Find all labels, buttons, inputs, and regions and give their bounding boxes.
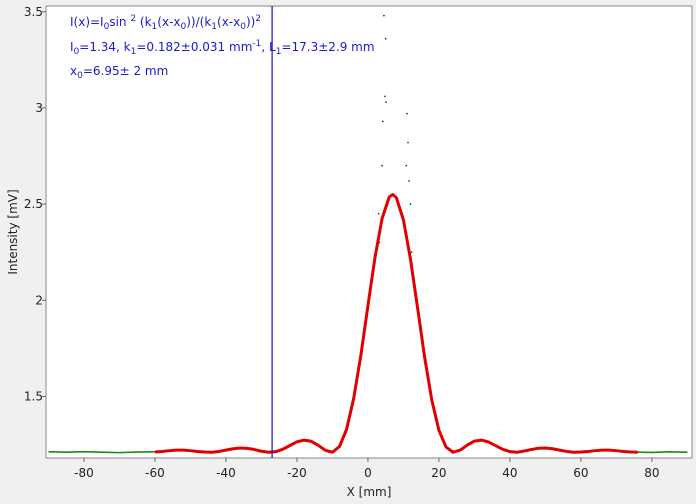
- formula-sub: 1: [152, 22, 158, 32]
- data-point: [385, 101, 387, 104]
- params-sup: -1: [252, 39, 261, 49]
- offset-sub: 0: [77, 71, 83, 81]
- formula-part: )): [246, 15, 255, 29]
- formula-part: (k: [136, 15, 151, 29]
- y-tick-label: 1.5: [24, 389, 43, 403]
- x-tick-label: 80: [644, 466, 659, 480]
- formula-sup: 2: [130, 14, 136, 24]
- formula-part: (x-x: [217, 15, 240, 29]
- y-axis-label: Intensity [mV]: [6, 189, 20, 274]
- x-tick-label: -20: [287, 466, 307, 480]
- formula-sub: 0: [181, 22, 187, 32]
- data-line: [48, 450, 155, 454]
- data-point: [378, 241, 381, 244]
- marks: [48, 6, 688, 458]
- params-sub: 1: [276, 47, 282, 57]
- formula-sub: 0: [104, 22, 110, 32]
- data-point: [410, 251, 413, 254]
- x-tick-label: 0: [364, 466, 372, 480]
- data-point: [408, 180, 411, 182]
- x-tick-label: -60: [145, 466, 165, 480]
- y-tick-label: 2.5: [24, 197, 43, 211]
- x-tick-label: -40: [216, 466, 236, 480]
- params-sub: 0: [74, 47, 80, 57]
- params-sub: 1: [131, 47, 137, 57]
- offset-part: =6.95± 2 mm: [83, 64, 168, 78]
- x-tick-label: 40: [502, 466, 517, 480]
- data-point: [384, 95, 386, 98]
- plot-area: [45, 5, 693, 459]
- params-part: I: [70, 40, 74, 54]
- formula-part: ))/(k: [186, 15, 211, 29]
- data-point: [405, 164, 408, 167]
- formula-part: sin: [109, 15, 130, 29]
- params-part: =0.182±0.031 mm: [136, 40, 252, 54]
- data-point: [377, 212, 380, 215]
- formula-part: (x-x: [157, 15, 180, 29]
- y-tick-label: 3: [35, 101, 43, 115]
- params: I0=1.34, k1=0.182±0.031 mm-1, L1=17.3±2.…: [70, 39, 375, 57]
- data-point: [407, 141, 409, 144]
- formula: I(x)=I0sin 2 (k1(x-x0))/(k1(x-x0))2: [70, 14, 261, 32]
- x-tick-label: 60: [573, 466, 588, 480]
- offset: x0=6.95± 2 mm: [70, 64, 168, 81]
- data-point: [409, 203, 412, 206]
- data-point: [384, 37, 387, 40]
- data-point: [381, 120, 384, 123]
- formula-sub: 1: [211, 22, 217, 32]
- params-part: =1.34, k: [79, 40, 130, 54]
- y-tick-label: 2: [35, 293, 43, 307]
- x-axis-label: X [mm]: [347, 485, 392, 499]
- params-part: =17.3±2.9 mm: [281, 40, 374, 54]
- x-tick-label: 20: [431, 466, 446, 480]
- params-part: , L: [261, 40, 276, 54]
- data-point: [381, 164, 384, 167]
- offset-part: x: [70, 64, 77, 78]
- data-point: [383, 14, 385, 17]
- y-tick-label: 3.5: [24, 5, 43, 19]
- data-line: [154, 192, 638, 454]
- formula-sup: 2: [255, 14, 261, 24]
- formula-part: I(x)=I: [70, 15, 104, 29]
- data-point: [406, 112, 408, 115]
- x-tick-label: -80: [74, 466, 94, 480]
- formula-sub: 0: [240, 22, 246, 32]
